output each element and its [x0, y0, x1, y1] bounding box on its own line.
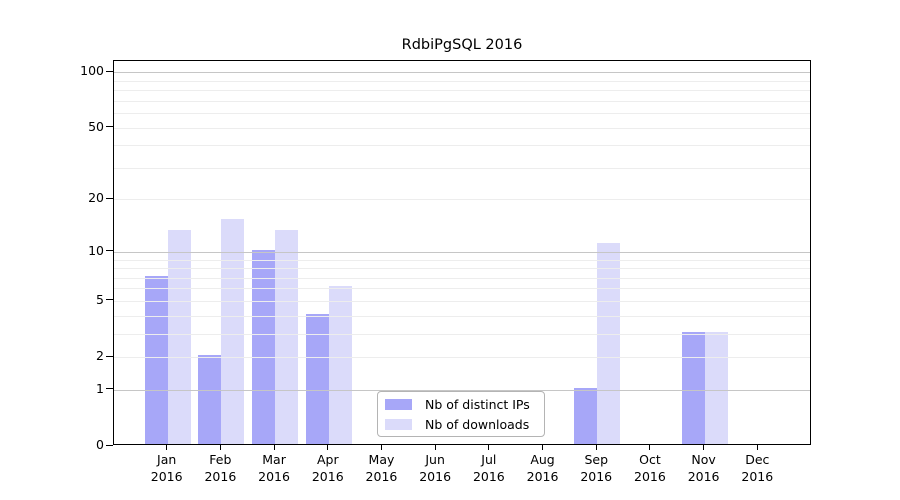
minor-gridline	[114, 199, 810, 201]
major-gridline	[114, 72, 810, 74]
minor-gridline	[114, 259, 810, 261]
x-tick	[166, 445, 168, 450]
bar-distinct-ips-jan	[144, 275, 168, 444]
x-tick	[595, 445, 597, 450]
x-tick	[434, 445, 436, 450]
y-tick	[106, 355, 113, 357]
x-tick-label-may: May 2016	[365, 452, 398, 484]
legend-item-distinct-ips: Nb of distinct IPs	[385, 396, 544, 413]
minor-gridline	[114, 80, 810, 82]
x-tick	[327, 445, 329, 450]
bar-downloads-feb	[221, 219, 245, 444]
bar-downloads-apr	[328, 286, 352, 444]
plot-area	[113, 60, 811, 445]
bar-downloads-sep	[597, 242, 621, 444]
y-tick-label: 1	[96, 380, 104, 396]
legend-swatch-downloads	[385, 418, 412, 430]
minor-gridline	[114, 268, 810, 270]
x-tick	[703, 445, 705, 450]
x-tick	[488, 445, 490, 450]
bar-distinct-ips-feb	[198, 355, 222, 444]
bar-downloads-nov	[704, 331, 728, 444]
x-tick-label-jun: Jun 2016	[419, 452, 452, 484]
x-tick	[273, 445, 275, 450]
y-tick-label: 2	[96, 348, 104, 364]
bar-downloads-mar	[275, 230, 299, 444]
y-tick	[106, 250, 113, 252]
chart-title: RdbiPgSQL 2016	[401, 37, 523, 53]
x-tick-label-aug: Aug 2016	[526, 452, 559, 484]
bar-distinct-ips-sep	[574, 387, 598, 444]
minor-gridline	[114, 288, 810, 290]
y-tick-label: 20	[88, 190, 104, 206]
x-tick	[756, 445, 758, 450]
bar-distinct-ips-nov	[681, 331, 705, 444]
minor-gridline	[114, 357, 810, 359]
legend: Nb of distinct IPs Nb of downloads	[377, 391, 545, 437]
y-tick-label: 10	[88, 242, 104, 258]
y-tick-label: 50	[88, 118, 104, 134]
x-tick-label-dec: Dec 2016	[741, 452, 774, 484]
y-tick	[106, 444, 113, 446]
major-gridline	[114, 389, 810, 391]
x-tick-label-feb: Feb 2016	[204, 452, 237, 484]
legend-label-distinct-ips: Nb of distinct IPs	[425, 396, 530, 412]
y-tick	[106, 197, 113, 199]
y-tick	[106, 388, 113, 390]
minor-gridline	[114, 127, 810, 129]
y-tick-label: 0	[96, 437, 104, 452]
x-tick	[219, 445, 221, 450]
x-tick-label-jul: Jul 2016	[472, 452, 505, 484]
minor-gridline	[114, 277, 810, 279]
x-tick	[649, 445, 651, 450]
major-gridline	[114, 251, 810, 253]
minor-gridline	[114, 300, 810, 302]
minor-gridline	[114, 100, 810, 102]
x-tick	[380, 445, 382, 450]
minor-gridline	[114, 315, 810, 317]
x-tick-label-apr: Apr 2016	[311, 452, 344, 484]
minor-gridline	[114, 167, 810, 169]
legend-item-downloads: Nb of downloads	[385, 416, 544, 433]
y-tick	[106, 126, 113, 128]
x-tick	[542, 445, 544, 450]
y-tick	[106, 299, 113, 301]
y-tick	[106, 70, 113, 72]
y-tick-label: 5	[96, 291, 104, 307]
legend-label-downloads: Nb of downloads	[425, 416, 530, 432]
x-tick-label-oct: Oct 2016	[634, 452, 666, 484]
x-tick-label-sep: Sep 2016	[580, 452, 613, 484]
bar-distinct-ips-mar	[252, 249, 276, 444]
x-tick-label-mar: Mar 2016	[258, 452, 290, 484]
minor-gridline	[114, 113, 810, 115]
legend-swatch-distinct-ips	[385, 398, 412, 410]
bar-distinct-ips-apr	[305, 313, 329, 444]
x-tick-label-jan: Jan 2016	[150, 452, 183, 484]
minor-gridline	[114, 333, 810, 335]
bar-downloads-jan	[167, 230, 191, 444]
y-tick-label: 100	[80, 63, 104, 79]
x-tick-label-nov: Nov 2016	[687, 452, 720, 484]
minor-gridline	[114, 90, 810, 92]
minor-gridline	[114, 145, 810, 147]
